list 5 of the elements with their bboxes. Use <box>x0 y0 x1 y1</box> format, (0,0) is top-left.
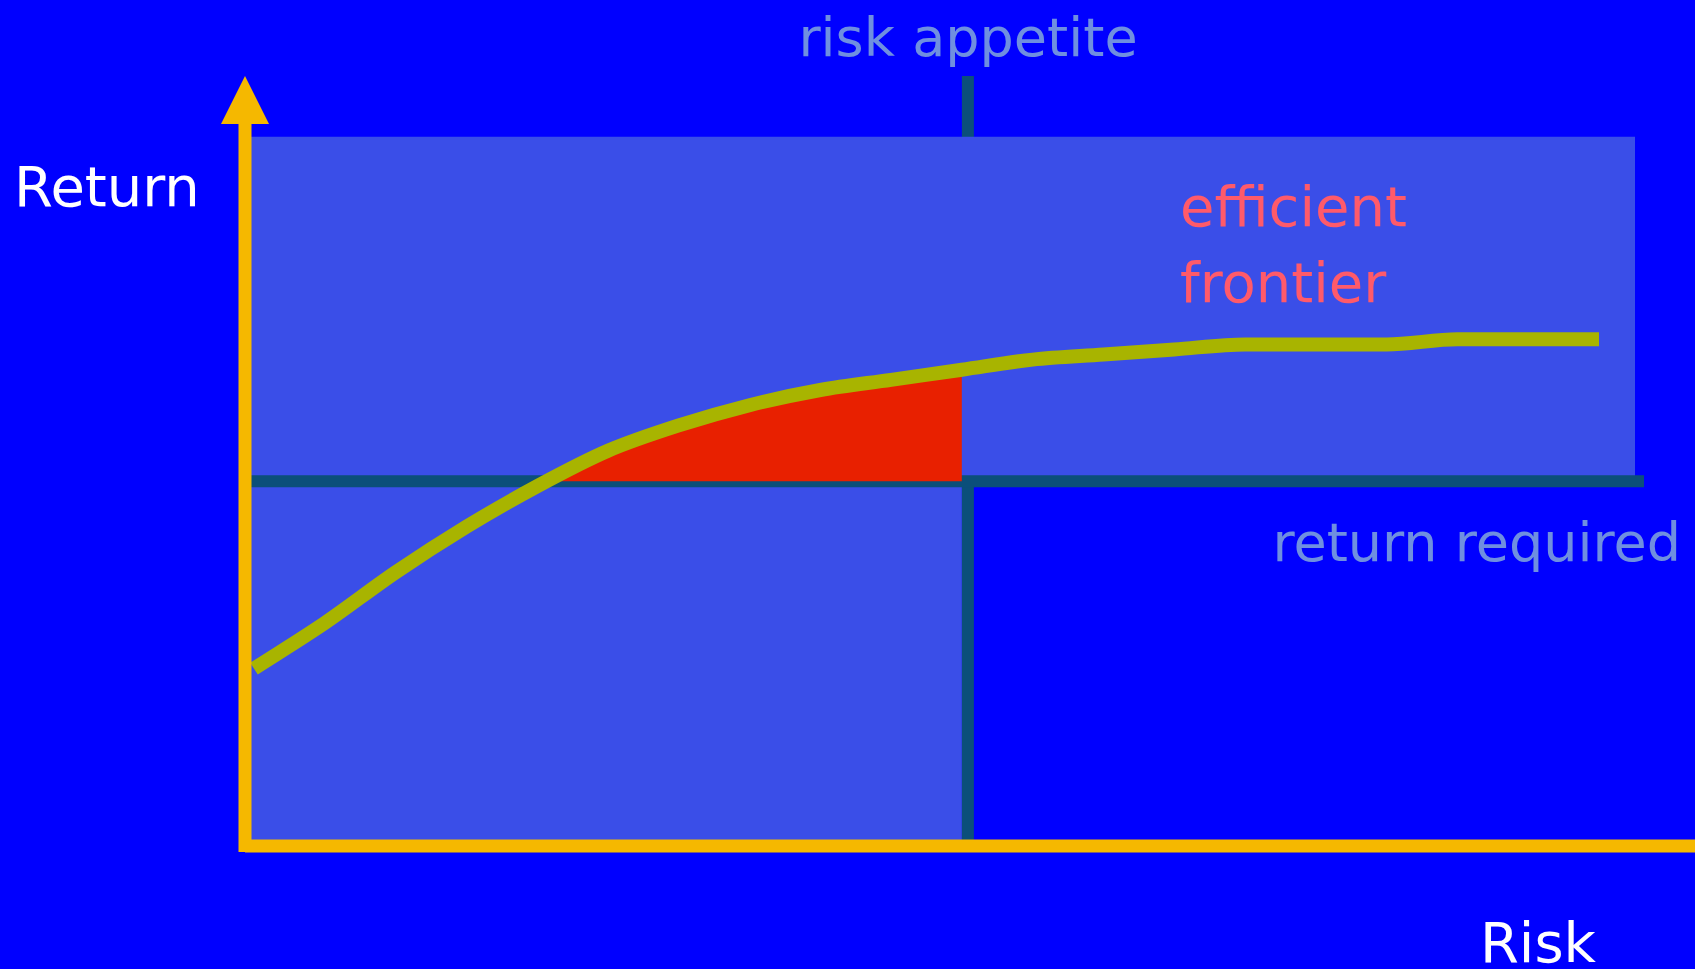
text: Return <box>14 154 200 219</box>
ref-line-label: return required <box>1272 511 1681 575</box>
text: risk appetite <box>798 6 1138 69</box>
text: efficient frontier <box>1180 174 1407 315</box>
x-axis-title: Risk <box>1479 910 1597 969</box>
